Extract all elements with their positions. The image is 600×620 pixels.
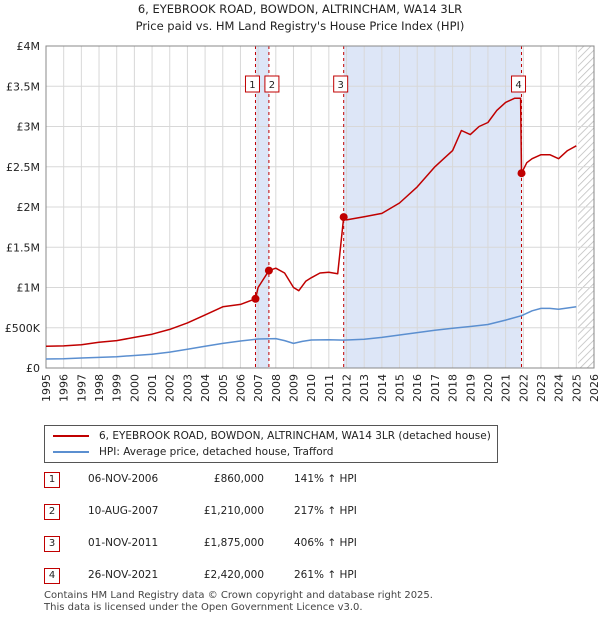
x-tick-label: 1998 (93, 374, 106, 402)
x-tick-label: 2018 (447, 374, 460, 402)
x-tick-label: 2002 (164, 374, 177, 402)
x-tick-label: 2024 (553, 374, 566, 402)
sale-point (251, 294, 260, 303)
legend-swatch-hpi (53, 451, 89, 453)
sale-price: £1,875,000 (203, 537, 264, 549)
x-tick-label: 1996 (58, 374, 71, 402)
y-tick-label: £2.5M (6, 161, 40, 174)
x-tick-label: 1995 (40, 374, 53, 402)
x-tick-label: 2020 (482, 374, 495, 402)
sale-price: £2,420,000 (203, 569, 264, 581)
legend: 6, EYEBROOK ROAD, BOWDON, ALTRINCHAM, WA… (44, 425, 498, 463)
sale-marker-label: 1 (249, 80, 255, 91)
sale-number-badge: 2 (44, 504, 60, 520)
sale-price: £860,000 (213, 473, 264, 485)
x-tick-label: 2005 (217, 374, 230, 402)
sale-date: 06-NOV-2006 (88, 473, 159, 485)
x-tick-label: 2010 (305, 374, 318, 402)
legend-swatch-property (53, 435, 89, 437)
sale-point (339, 213, 348, 222)
legend-item-property: 6, EYEBROOK ROAD, BOWDON, ALTRINCHAM, WA… (53, 430, 491, 444)
y-tick-label: £0 (26, 362, 40, 375)
sale-date: 01-NOV-2011 (88, 537, 159, 549)
x-tick-label: 2008 (270, 374, 283, 402)
sale-price: £1,210,000 (203, 505, 264, 517)
x-tick-label: 1999 (111, 374, 124, 402)
x-tick-label: 2021 (500, 374, 513, 402)
sale-marker-box (333, 75, 349, 93)
sale-date: 10-AUG-2007 (88, 505, 159, 517)
y-tick-label: £4M (17, 40, 41, 53)
x-tick-label: 2023 (535, 374, 548, 402)
legend-item-hpi: HPI: Average price, detached house, Traf… (53, 446, 333, 460)
x-tick-label: 2017 (429, 374, 442, 402)
x-tick-label: 2015 (394, 374, 407, 402)
chart-subtitle: Price paid vs. HM Land Registry's House … (135, 19, 465, 33)
x-tick-label: 1997 (75, 374, 88, 402)
sale-marker-box (264, 75, 280, 93)
x-tick-label: 2019 (464, 374, 477, 402)
sale-row: 1 06-NOV-2006 £860,000 141% ↑ HPI (44, 472, 444, 488)
x-tick-label: 2014 (376, 374, 389, 402)
sale-hpi: 141% ↑ HPI (294, 473, 357, 485)
x-tick-label: 2016 (411, 374, 424, 402)
x-tick-label: 2012 (341, 374, 354, 402)
x-tick-label: 2013 (358, 374, 371, 402)
x-tick-label: 2009 (287, 374, 300, 402)
x-tick-label: 2022 (517, 374, 530, 402)
y-tick-label: £3M (17, 121, 41, 134)
y-tick-label: £1M (17, 282, 41, 295)
footer-copyright: Contains HM Land Registry data © Crown c… (44, 590, 433, 601)
x-tick-label: 2003 (181, 374, 194, 402)
sale-marker-label: 2 (269, 80, 275, 91)
sale-number-badge: 4 (44, 568, 60, 584)
sale-marker-label: 4 (515, 80, 521, 91)
sale-point (517, 169, 526, 178)
y-tick-label: £3.5M (6, 80, 40, 93)
plot-frame (45, 45, 595, 369)
sale-hpi: 406% ↑ HPI (294, 537, 357, 549)
chart-title: 6, EYEBROOK ROAD, BOWDON, ALTRINCHAM, WA… (137, 2, 463, 16)
sale-row: 2 10-AUG-2007 £1,210,000 217% ↑ HPI (44, 504, 444, 520)
x-tick-label: 2026 (588, 374, 600, 402)
price-chart: £0 £500K £1M £1.5M £2M £2.5M £3M £3.5M £4M 1995 19… (5, 40, 600, 402)
footer-licence: This data is licensed under the Open Gov… (44, 602, 363, 613)
x-tick-label: 2006 (234, 374, 247, 402)
sale-row: 3 01-NOV-2011 £1,875,000 406% ↑ HPI (44, 536, 444, 552)
sale-number-badge: 1 (44, 472, 60, 488)
sale-date: 26-NOV-2021 (88, 569, 159, 581)
sale-marker-label: 3 (338, 80, 344, 91)
sale-marker-box (244, 75, 260, 93)
x-tick-label: 2000 (128, 374, 141, 402)
sale-hpi: 217% ↑ HPI (294, 505, 357, 517)
sale-point (264, 266, 273, 275)
sale-row: 4 26-NOV-2021 £2,420,000 261% ↑ HPI (44, 568, 444, 584)
sale-marker-box (511, 75, 527, 93)
legend-label-property: 6, EYEBROOK ROAD, BOWDON, ALTRINCHAM, WA… (99, 430, 491, 442)
sale-hpi: 261% ↑ HPI (294, 569, 357, 581)
x-tick-label: 2025 (570, 374, 583, 402)
x-tick-label: 2004 (199, 374, 212, 402)
y-tick-label: £1.5M (6, 241, 40, 254)
y-tick-label: £500K (5, 322, 41, 335)
x-tick-label: 2007 (252, 374, 265, 402)
legend-label-hpi: HPI: Average price, detached house, Traf… (99, 446, 334, 458)
y-tick-label: £2M (17, 201, 41, 214)
x-tick-label: 2001 (146, 374, 159, 402)
hpi-line (45, 306, 577, 360)
sale-number-badge: 3 (44, 536, 60, 552)
x-tick-label: 2011 (323, 374, 336, 402)
